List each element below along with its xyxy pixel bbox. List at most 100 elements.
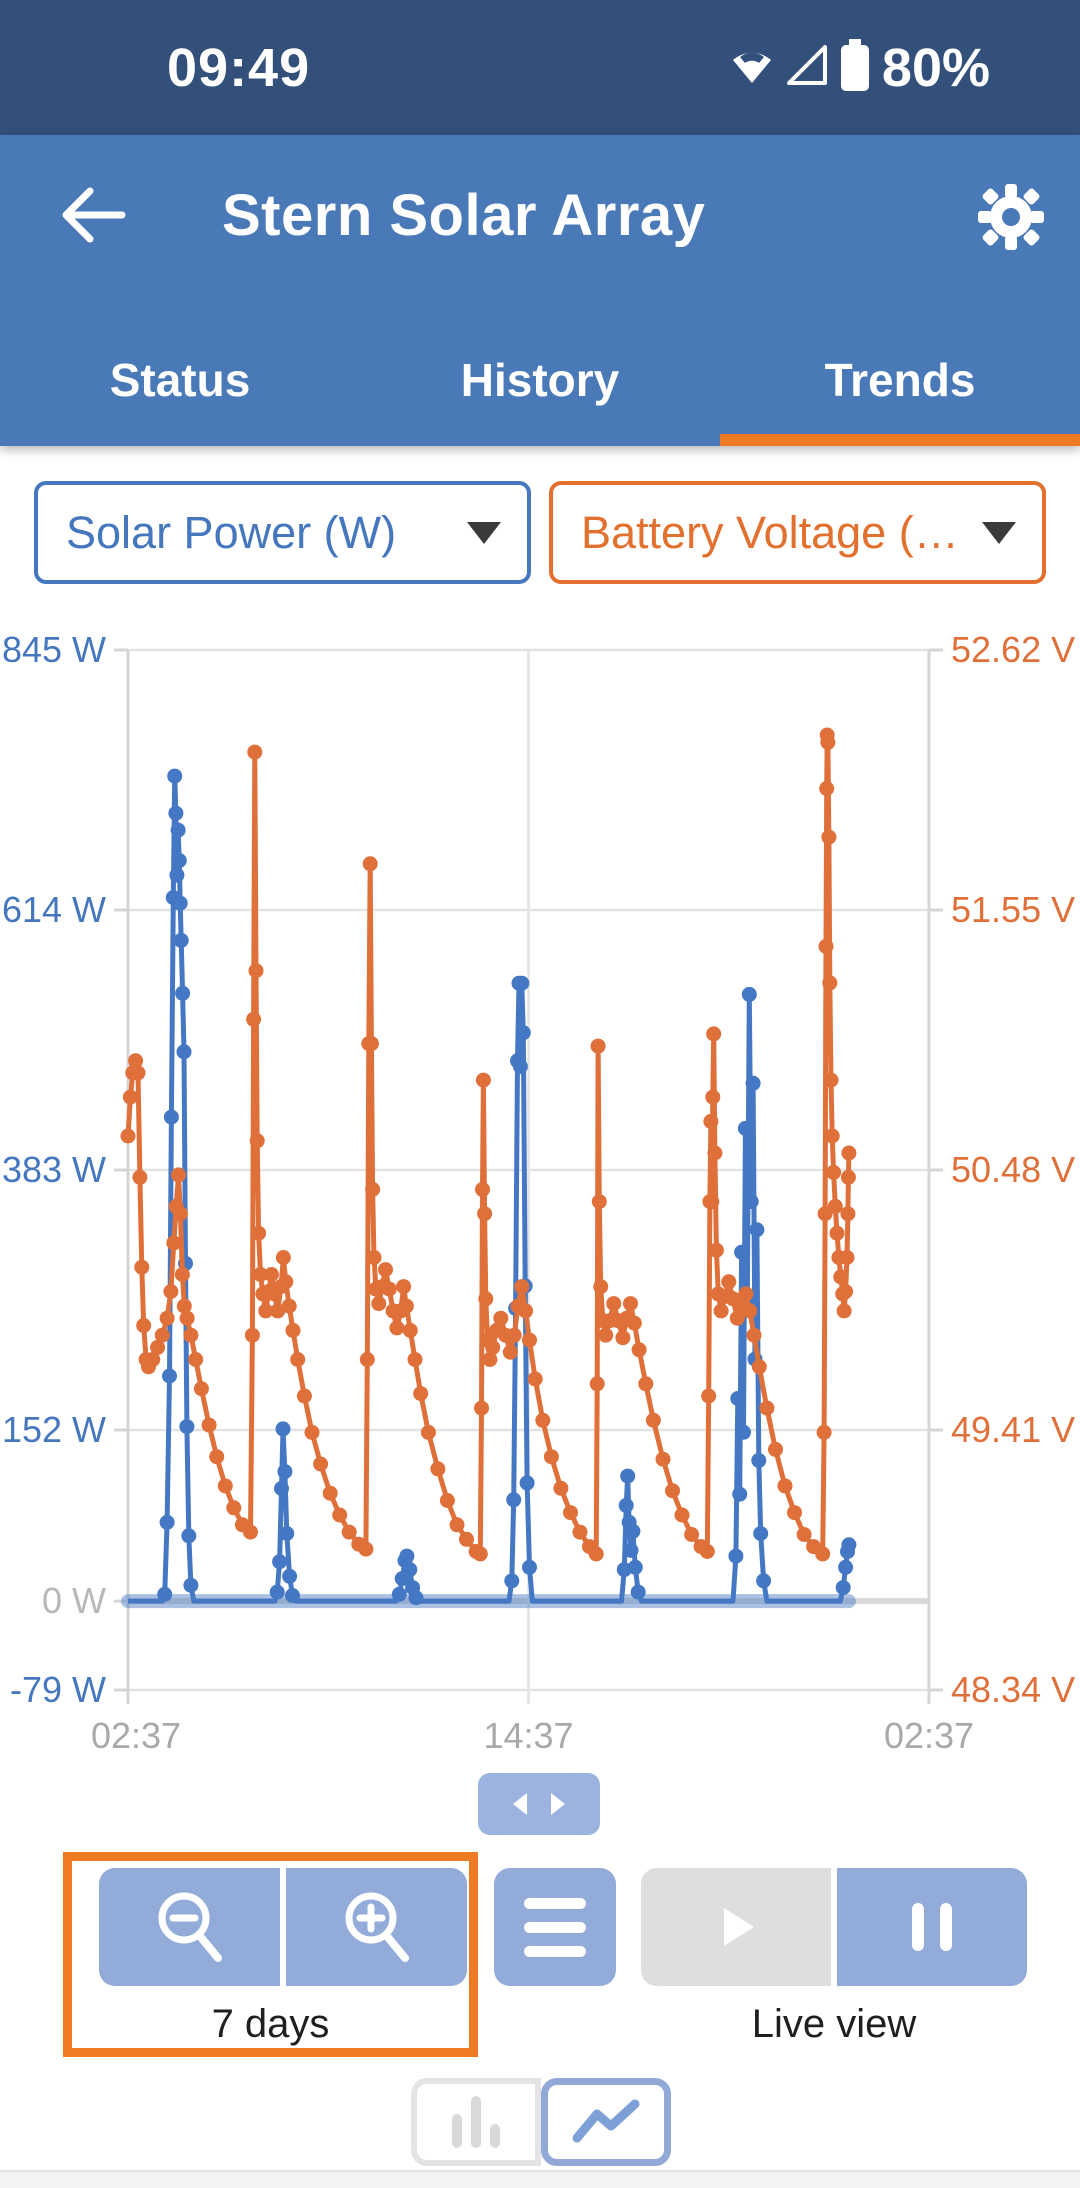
series-point bbox=[512, 1059, 528, 1074]
series-point bbox=[275, 1250, 291, 1265]
series-point bbox=[358, 1541, 374, 1557]
live-view-label: Live view bbox=[751, 2001, 917, 2046]
series-point bbox=[398, 1298, 414, 1314]
settings-button[interactable] bbox=[966, 172, 1056, 262]
series-point bbox=[402, 1322, 418, 1338]
series-point bbox=[478, 1291, 494, 1307]
series-point bbox=[745, 1075, 761, 1091]
x-tick-label: 14:37 bbox=[483, 1715, 573, 1756]
left-series-dropdown[interactable]: Solar Power (W) bbox=[34, 481, 531, 584]
series-point bbox=[366, 1250, 382, 1265]
series-point bbox=[290, 1352, 306, 1367]
series-point bbox=[157, 1586, 173, 1602]
series-point bbox=[285, 1588, 300, 1603]
series-point bbox=[251, 1225, 267, 1241]
series-point bbox=[217, 1478, 233, 1494]
series-line bbox=[128, 773, 852, 1604]
series-point bbox=[645, 1412, 661, 1428]
series-point bbox=[243, 1524, 258, 1540]
tab-status[interactable]: Status bbox=[109, 353, 251, 406]
pan-right-icon bbox=[551, 1793, 565, 1815]
series-point bbox=[179, 1419, 195, 1435]
tab-bar: Status History Trends bbox=[0, 325, 1080, 446]
series-point bbox=[136, 1318, 152, 1333]
series-point bbox=[399, 1548, 415, 1564]
series-point bbox=[627, 1559, 643, 1575]
series-point bbox=[563, 1505, 578, 1521]
series-point bbox=[172, 895, 188, 911]
pause-button[interactable] bbox=[837, 1868, 1027, 1986]
chart-options-button[interactable] bbox=[494, 1868, 616, 1986]
series-point bbox=[341, 1524, 357, 1540]
series-point bbox=[439, 1493, 455, 1508]
series-point bbox=[841, 1145, 857, 1161]
y-left-tick-label: 383 W bbox=[2, 1149, 106, 1190]
series-point bbox=[162, 1368, 177, 1384]
series-point bbox=[730, 1391, 746, 1406]
series-point bbox=[176, 1044, 192, 1060]
series-point bbox=[841, 1537, 857, 1553]
series-point bbox=[281, 1298, 297, 1314]
series-point bbox=[606, 1296, 622, 1312]
series-point bbox=[749, 1222, 765, 1238]
series-point bbox=[175, 985, 191, 1001]
series-point bbox=[704, 1194, 720, 1210]
series-point bbox=[736, 1424, 751, 1440]
series-point bbox=[122, 1089, 138, 1105]
series-point bbox=[729, 1310, 745, 1326]
series-point bbox=[838, 1559, 854, 1575]
series-point bbox=[708, 1242, 724, 1258]
tab-trends[interactable]: Trends bbox=[824, 353, 976, 406]
series-point bbox=[535, 1412, 551, 1428]
zoom-in-button[interactable] bbox=[286, 1868, 467, 1986]
tab-history[interactable]: History bbox=[460, 353, 620, 406]
x-tick-label: 02:37 bbox=[884, 1715, 974, 1756]
series-point bbox=[332, 1507, 348, 1523]
chart-plot-area[interactable] bbox=[128, 650, 929, 1690]
series-point bbox=[522, 1559, 537, 1575]
series-point bbox=[145, 1352, 161, 1367]
series-point bbox=[590, 1038, 606, 1054]
series-point bbox=[209, 1449, 225, 1465]
series-point bbox=[201, 1417, 217, 1433]
series-point bbox=[274, 1481, 289, 1496]
line-chart-toggle[interactable] bbox=[541, 2078, 671, 2166]
series-point bbox=[713, 1303, 729, 1319]
series-point bbox=[296, 1388, 312, 1404]
back-button[interactable] bbox=[48, 170, 138, 260]
trends-chart[interactable]: 845 W 614 W 383 W 152 W 0 W -79 W 52.62 V 51.55… bbox=[0, 610, 1080, 1770]
series-point bbox=[247, 744, 263, 760]
series-point bbox=[818, 938, 834, 954]
series-point bbox=[170, 822, 186, 838]
series-point bbox=[166, 1235, 182, 1251]
series-point bbox=[130, 1065, 146, 1081]
series-point bbox=[623, 1542, 639, 1558]
series-point bbox=[589, 1376, 605, 1392]
series-point bbox=[768, 1441, 783, 1457]
series-point bbox=[120, 1128, 136, 1144]
play-button[interactable] bbox=[641, 1868, 831, 1986]
menu-icon bbox=[524, 1897, 586, 1909]
series-point bbox=[787, 1505, 802, 1521]
series-point bbox=[389, 1320, 405, 1336]
series-point bbox=[839, 1250, 855, 1265]
right-series-dropdown[interactable]: Battery Voltage (… bbox=[549, 481, 1046, 584]
series-point bbox=[626, 1315, 642, 1331]
series-point bbox=[269, 1584, 285, 1600]
series-point bbox=[459, 1531, 474, 1547]
zoom-out-button[interactable] bbox=[99, 1868, 280, 1986]
pan-chart-button[interactable] bbox=[478, 1773, 600, 1835]
series-point bbox=[638, 1376, 654, 1392]
battery-percent-label: 80% bbox=[881, 37, 990, 98]
series-point bbox=[820, 734, 836, 750]
y-left-tick-label: 0 W bbox=[42, 1580, 106, 1621]
chevron-down-icon bbox=[982, 521, 1016, 544]
series-point bbox=[631, 1342, 647, 1358]
series-point bbox=[591, 1194, 607, 1210]
series-point bbox=[183, 1327, 199, 1343]
series-point bbox=[665, 1483, 680, 1499]
bar-chart-toggle[interactable] bbox=[411, 2078, 541, 2166]
series-point bbox=[474, 1400, 489, 1416]
series-point bbox=[272, 1554, 288, 1570]
series-point bbox=[826, 1164, 842, 1180]
